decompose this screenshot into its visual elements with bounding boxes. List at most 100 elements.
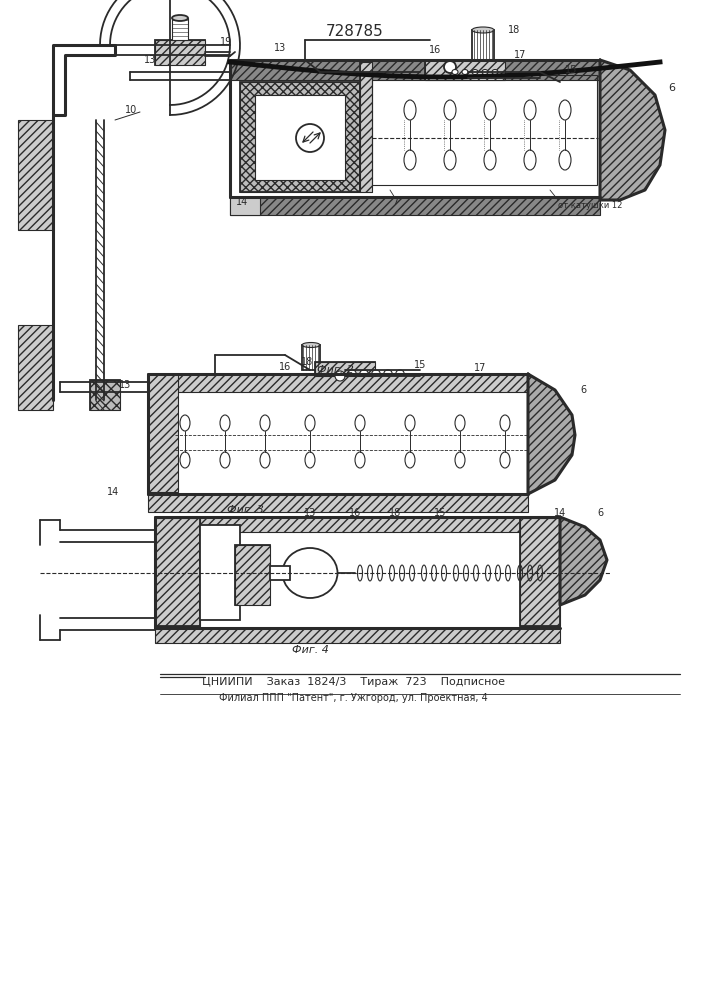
Bar bbox=[155, 518, 200, 626]
Bar bbox=[148, 374, 528, 392]
Text: 16: 16 bbox=[279, 362, 291, 372]
Text: 18: 18 bbox=[508, 25, 520, 35]
Ellipse shape bbox=[492, 70, 498, 75]
Text: от катушки 12: от катушки 12 bbox=[558, 200, 622, 210]
Bar bbox=[472, 30, 494, 60]
Ellipse shape bbox=[484, 150, 496, 170]
Ellipse shape bbox=[500, 415, 510, 431]
Ellipse shape bbox=[335, 371, 345, 381]
Ellipse shape bbox=[405, 415, 415, 431]
Text: 6: 6 bbox=[580, 385, 586, 395]
Text: 7: 7 bbox=[392, 197, 398, 207]
Bar bbox=[148, 374, 178, 492]
Ellipse shape bbox=[484, 100, 496, 120]
Text: 16: 16 bbox=[429, 45, 441, 55]
Ellipse shape bbox=[405, 452, 415, 468]
Ellipse shape bbox=[302, 342, 320, 348]
Bar bbox=[520, 518, 560, 626]
Text: Фиг. 2: Фиг. 2 bbox=[317, 365, 354, 375]
Bar bbox=[240, 82, 360, 192]
Text: 19: 19 bbox=[220, 37, 233, 47]
Ellipse shape bbox=[444, 100, 456, 120]
Text: 15: 15 bbox=[434, 508, 446, 518]
Text: Фиг. 4: Фиг. 4 bbox=[291, 645, 329, 655]
Ellipse shape bbox=[260, 452, 270, 468]
Bar bbox=[372, 75, 597, 185]
Ellipse shape bbox=[348, 370, 356, 376]
Text: 17: 17 bbox=[474, 363, 486, 373]
Bar bbox=[155, 628, 560, 643]
Bar bbox=[18, 120, 53, 230]
Text: 728785: 728785 bbox=[326, 24, 384, 39]
Ellipse shape bbox=[472, 70, 478, 75]
Text: 14: 14 bbox=[107, 487, 119, 497]
Ellipse shape bbox=[220, 415, 230, 431]
Bar bbox=[230, 60, 600, 80]
Ellipse shape bbox=[500, 452, 510, 468]
Ellipse shape bbox=[172, 15, 188, 21]
Text: 13: 13 bbox=[304, 508, 316, 518]
Ellipse shape bbox=[452, 70, 458, 75]
Polygon shape bbox=[528, 374, 575, 494]
Bar bbox=[230, 197, 600, 215]
Ellipse shape bbox=[482, 70, 488, 75]
Ellipse shape bbox=[455, 452, 465, 468]
Text: 14: 14 bbox=[236, 197, 248, 207]
Bar bbox=[235, 545, 270, 605]
Text: 6: 6 bbox=[669, 83, 675, 93]
Bar bbox=[235, 545, 270, 605]
Text: 17: 17 bbox=[514, 50, 526, 60]
Text: 13: 13 bbox=[274, 43, 286, 53]
Ellipse shape bbox=[296, 124, 324, 152]
Ellipse shape bbox=[472, 27, 494, 33]
Text: Филиал ППП "Патент", г. Ужгород, ул. Проектная, 4: Филиал ППП "Патент", г. Ужгород, ул. Про… bbox=[218, 693, 487, 703]
Text: 15: 15 bbox=[414, 360, 426, 370]
Text: 13: 13 bbox=[119, 380, 131, 390]
Text: 6: 6 bbox=[597, 508, 603, 518]
Bar bbox=[360, 62, 372, 192]
Text: 10: 10 bbox=[125, 105, 137, 115]
Bar bbox=[425, 60, 505, 80]
Ellipse shape bbox=[524, 100, 536, 120]
Ellipse shape bbox=[220, 452, 230, 468]
Text: 13: 13 bbox=[144, 55, 156, 65]
Bar bbox=[360, 62, 372, 192]
Bar bbox=[425, 60, 505, 80]
Bar bbox=[240, 82, 360, 192]
Bar bbox=[155, 40, 205, 65]
Ellipse shape bbox=[455, 415, 465, 431]
Text: 18: 18 bbox=[389, 508, 401, 518]
Bar bbox=[270, 566, 290, 580]
Ellipse shape bbox=[305, 452, 315, 468]
Bar bbox=[18, 325, 53, 410]
Ellipse shape bbox=[355, 415, 365, 431]
Ellipse shape bbox=[260, 415, 270, 431]
Ellipse shape bbox=[180, 452, 190, 468]
Ellipse shape bbox=[462, 70, 468, 75]
Bar bbox=[172, 18, 188, 40]
Text: 14: 14 bbox=[554, 508, 566, 518]
Polygon shape bbox=[600, 60, 665, 200]
Bar bbox=[302, 345, 320, 370]
Bar bbox=[315, 362, 375, 376]
Ellipse shape bbox=[524, 150, 536, 170]
Ellipse shape bbox=[180, 415, 190, 431]
Polygon shape bbox=[230, 197, 260, 215]
Ellipse shape bbox=[372, 370, 380, 376]
Ellipse shape bbox=[396, 370, 404, 376]
Bar bbox=[90, 380, 120, 410]
Ellipse shape bbox=[384, 370, 392, 376]
Ellipse shape bbox=[559, 100, 571, 120]
Ellipse shape bbox=[355, 452, 365, 468]
Text: 16: 16 bbox=[349, 508, 361, 518]
Bar bbox=[155, 40, 205, 65]
Text: Фиг. 3: Фиг. 3 bbox=[226, 505, 264, 515]
Bar bbox=[155, 518, 200, 626]
Bar bbox=[315, 362, 375, 376]
Ellipse shape bbox=[444, 150, 456, 170]
Bar bbox=[155, 517, 560, 532]
Ellipse shape bbox=[360, 370, 368, 376]
Bar bbox=[255, 95, 345, 180]
Bar bbox=[200, 525, 240, 620]
Polygon shape bbox=[560, 517, 607, 605]
